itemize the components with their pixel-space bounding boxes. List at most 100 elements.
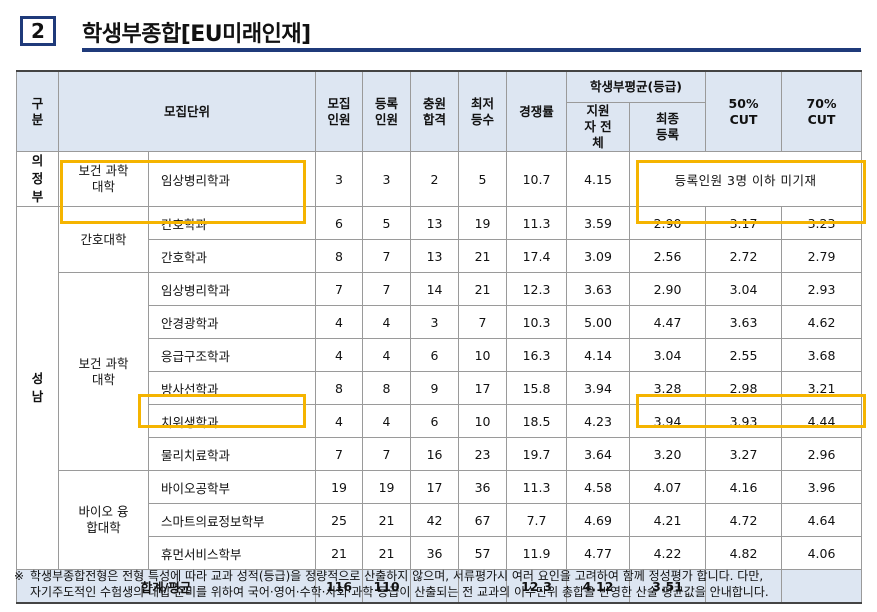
dept-name: 간호학과 [147, 206, 317, 240]
cut70-cell: 4.06 [781, 536, 863, 570]
extra-cell: 14 [410, 272, 460, 306]
dept-name: 물리치료학과 [147, 437, 317, 471]
college-nursing: 간호대학 [58, 206, 149, 273]
header-gubun: 구 분 [16, 70, 59, 152]
cut50-cell: 4.16 [705, 470, 783, 504]
college-bio: 바이오 융합대학 [58, 470, 149, 570]
final-cell: 2.56 [629, 239, 707, 273]
extra-cell: 9 [410, 371, 460, 405]
total-min [458, 569, 508, 604]
final-cell: 2.90 [629, 272, 707, 306]
cut70-cell: 4.64 [781, 503, 863, 537]
cut50-cell: 2.72 [705, 239, 783, 273]
min-cell: 36 [458, 470, 508, 504]
table-row: 보건 과학대학 임상병리학과 7 7 14 21 12.3 3.63 2.90 … [17, 272, 863, 471]
enroll-cell: 3 [362, 151, 412, 207]
header-ratio: 경쟁률 [506, 70, 568, 152]
header-row-2: 지원자 전체 최종 등록 [17, 102, 862, 152]
applicants-cell: 3.64 [566, 437, 631, 471]
min-cell: 10 [458, 338, 508, 372]
cut50-cell: 3.17 [705, 206, 783, 240]
final-cell: 4.47 [629, 305, 707, 339]
ratio-cell: 11.3 [506, 206, 568, 240]
recruit-cell: 21 [315, 536, 364, 570]
final-cell: 3.04 [629, 338, 707, 372]
min-cell: 23 [458, 437, 508, 471]
applicants-cell: 4.14 [566, 338, 631, 372]
admission-results-table: 구 분 모집단위 모집 인원 등록 인원 충원 합격 최저 등수 경쟁률 학생부… [15, 70, 863, 604]
recruit-cell: 6 [315, 206, 364, 240]
recruit-cell: 7 [315, 272, 364, 306]
section-header: 2 학생부종합[EU미래인재] [16, 12, 861, 52]
table-row: 응급구조학과 4 4 6 10 16.3 4.14 3.04 2.55 3.68 [17, 338, 863, 372]
applicants-cell: 5.00 [566, 305, 631, 339]
ratio-cell: 11.9 [506, 536, 568, 570]
cut70-cell: 2.96 [781, 437, 863, 471]
footnote-line-1: 학생부종합전형은 전형 특성에 따라 교과 성적(등급)을 정량적으로 산출하지… [30, 569, 764, 583]
enroll-cell: 4 [362, 305, 412, 339]
enroll-cell: 4 [362, 404, 412, 438]
dept-name: 방사선학과 [147, 371, 317, 405]
header-recruit: 모집 인원 [315, 70, 364, 152]
recruit-cell: 8 [315, 371, 364, 405]
total-cut50 [705, 569, 783, 604]
header-cut50: 50% CUT [705, 70, 783, 152]
min-cell: 57 [458, 536, 508, 570]
min-cell: 5 [458, 151, 508, 207]
table-row: 바이오 융합대학 바이오공학부 19 19 17 36 11.3 4.58 4.… [17, 470, 863, 570]
min-cell: 67 [458, 503, 508, 537]
recruit-cell: 8 [315, 239, 364, 273]
min-cell: 21 [458, 272, 508, 306]
extra-cell: 6 [410, 338, 460, 372]
cut50-cell: 4.82 [705, 536, 783, 570]
footnote-line-2: 자기주도적인 수험생의 대입 준비를 위하여 국어·영어·수학·사회·과학 등급… [30, 585, 769, 599]
header-applicants: 지원자 전체 [566, 102, 631, 152]
footnote: ※ 학생부종합전형은 전형 특성에 따라 교과 성적(등급)을 정량적으로 산출… [14, 568, 864, 600]
final-cell: 4.07 [629, 470, 707, 504]
cut70-cell: 3.23 [781, 206, 863, 240]
total-final: 3.51 [629, 569, 707, 604]
recruit-cell: 19 [315, 470, 364, 504]
table-row: 성 남 간호대학 간호학과 6 5 13 19 11.3 3.59 2.90 3… [16, 206, 863, 570]
ratio-cell: 12.3 [506, 272, 568, 306]
cut70-cell: 3.21 [781, 371, 863, 405]
cut70-cell: 3.96 [781, 470, 863, 504]
enroll-cell: 7 [362, 239, 412, 273]
final-cell: 4.22 [629, 536, 707, 570]
group-seongnam: 성 남 [16, 206, 59, 570]
dept-name: 스마트의료정보학부 [147, 503, 317, 537]
applicants-cell: 4.69 [566, 503, 631, 537]
applicants-cell: 3.59 [566, 206, 631, 240]
recruit-cell: 4 [315, 404, 364, 438]
college-health-seongnam: 보건 과학대학 [58, 272, 149, 471]
extra-cell: 42 [410, 503, 460, 537]
enroll-cell: 4 [362, 338, 412, 372]
dept-name: 간호학과 [147, 239, 317, 273]
table-row: 안경광학과 4 4 3 7 10.3 5.00 4.47 3.63 4.62 [17, 305, 863, 339]
dept-name: 치위생학과 [147, 404, 317, 438]
recruit-cell: 25 [315, 503, 364, 537]
applicants-cell: 4.77 [566, 536, 631, 570]
total-row: 합계/평균 116 110 12.3 4.12 3.51 [15, 569, 863, 604]
dept-name: 임상병리학과 [147, 272, 317, 306]
cut50-cell: 3.63 [705, 305, 783, 339]
extra-cell: 13 [410, 239, 460, 273]
total-cut70 [781, 569, 863, 604]
total-enroll: 110 [362, 569, 412, 604]
ratio-cell: 10.3 [506, 305, 568, 339]
extra-cell: 6 [410, 404, 460, 438]
final-cell: 3.20 [629, 437, 707, 471]
dept-name: 휴먼서비스학부 [147, 536, 317, 570]
recruit-cell: 4 [315, 338, 364, 372]
applicants-cell: 3.94 [566, 371, 631, 405]
min-cell: 19 [458, 206, 508, 240]
cut50-cell: 2.55 [705, 338, 783, 372]
ratio-cell: 16.3 [506, 338, 568, 372]
extra-cell: 2 [410, 151, 460, 207]
recruit-cell: 7 [315, 437, 364, 471]
applicants-cell: 3.63 [566, 272, 631, 306]
not-disclosed-note: 등록인원 3명 이하 미기재 [629, 151, 863, 207]
header-row-1: 구 분 모집단위 모집 인원 등록 인원 충원 합격 최저 등수 경쟁률 학생부… [16, 70, 863, 152]
section-title: 학생부종합[EU미래인재] [82, 22, 311, 47]
ratio-cell: 7.7 [506, 503, 568, 537]
